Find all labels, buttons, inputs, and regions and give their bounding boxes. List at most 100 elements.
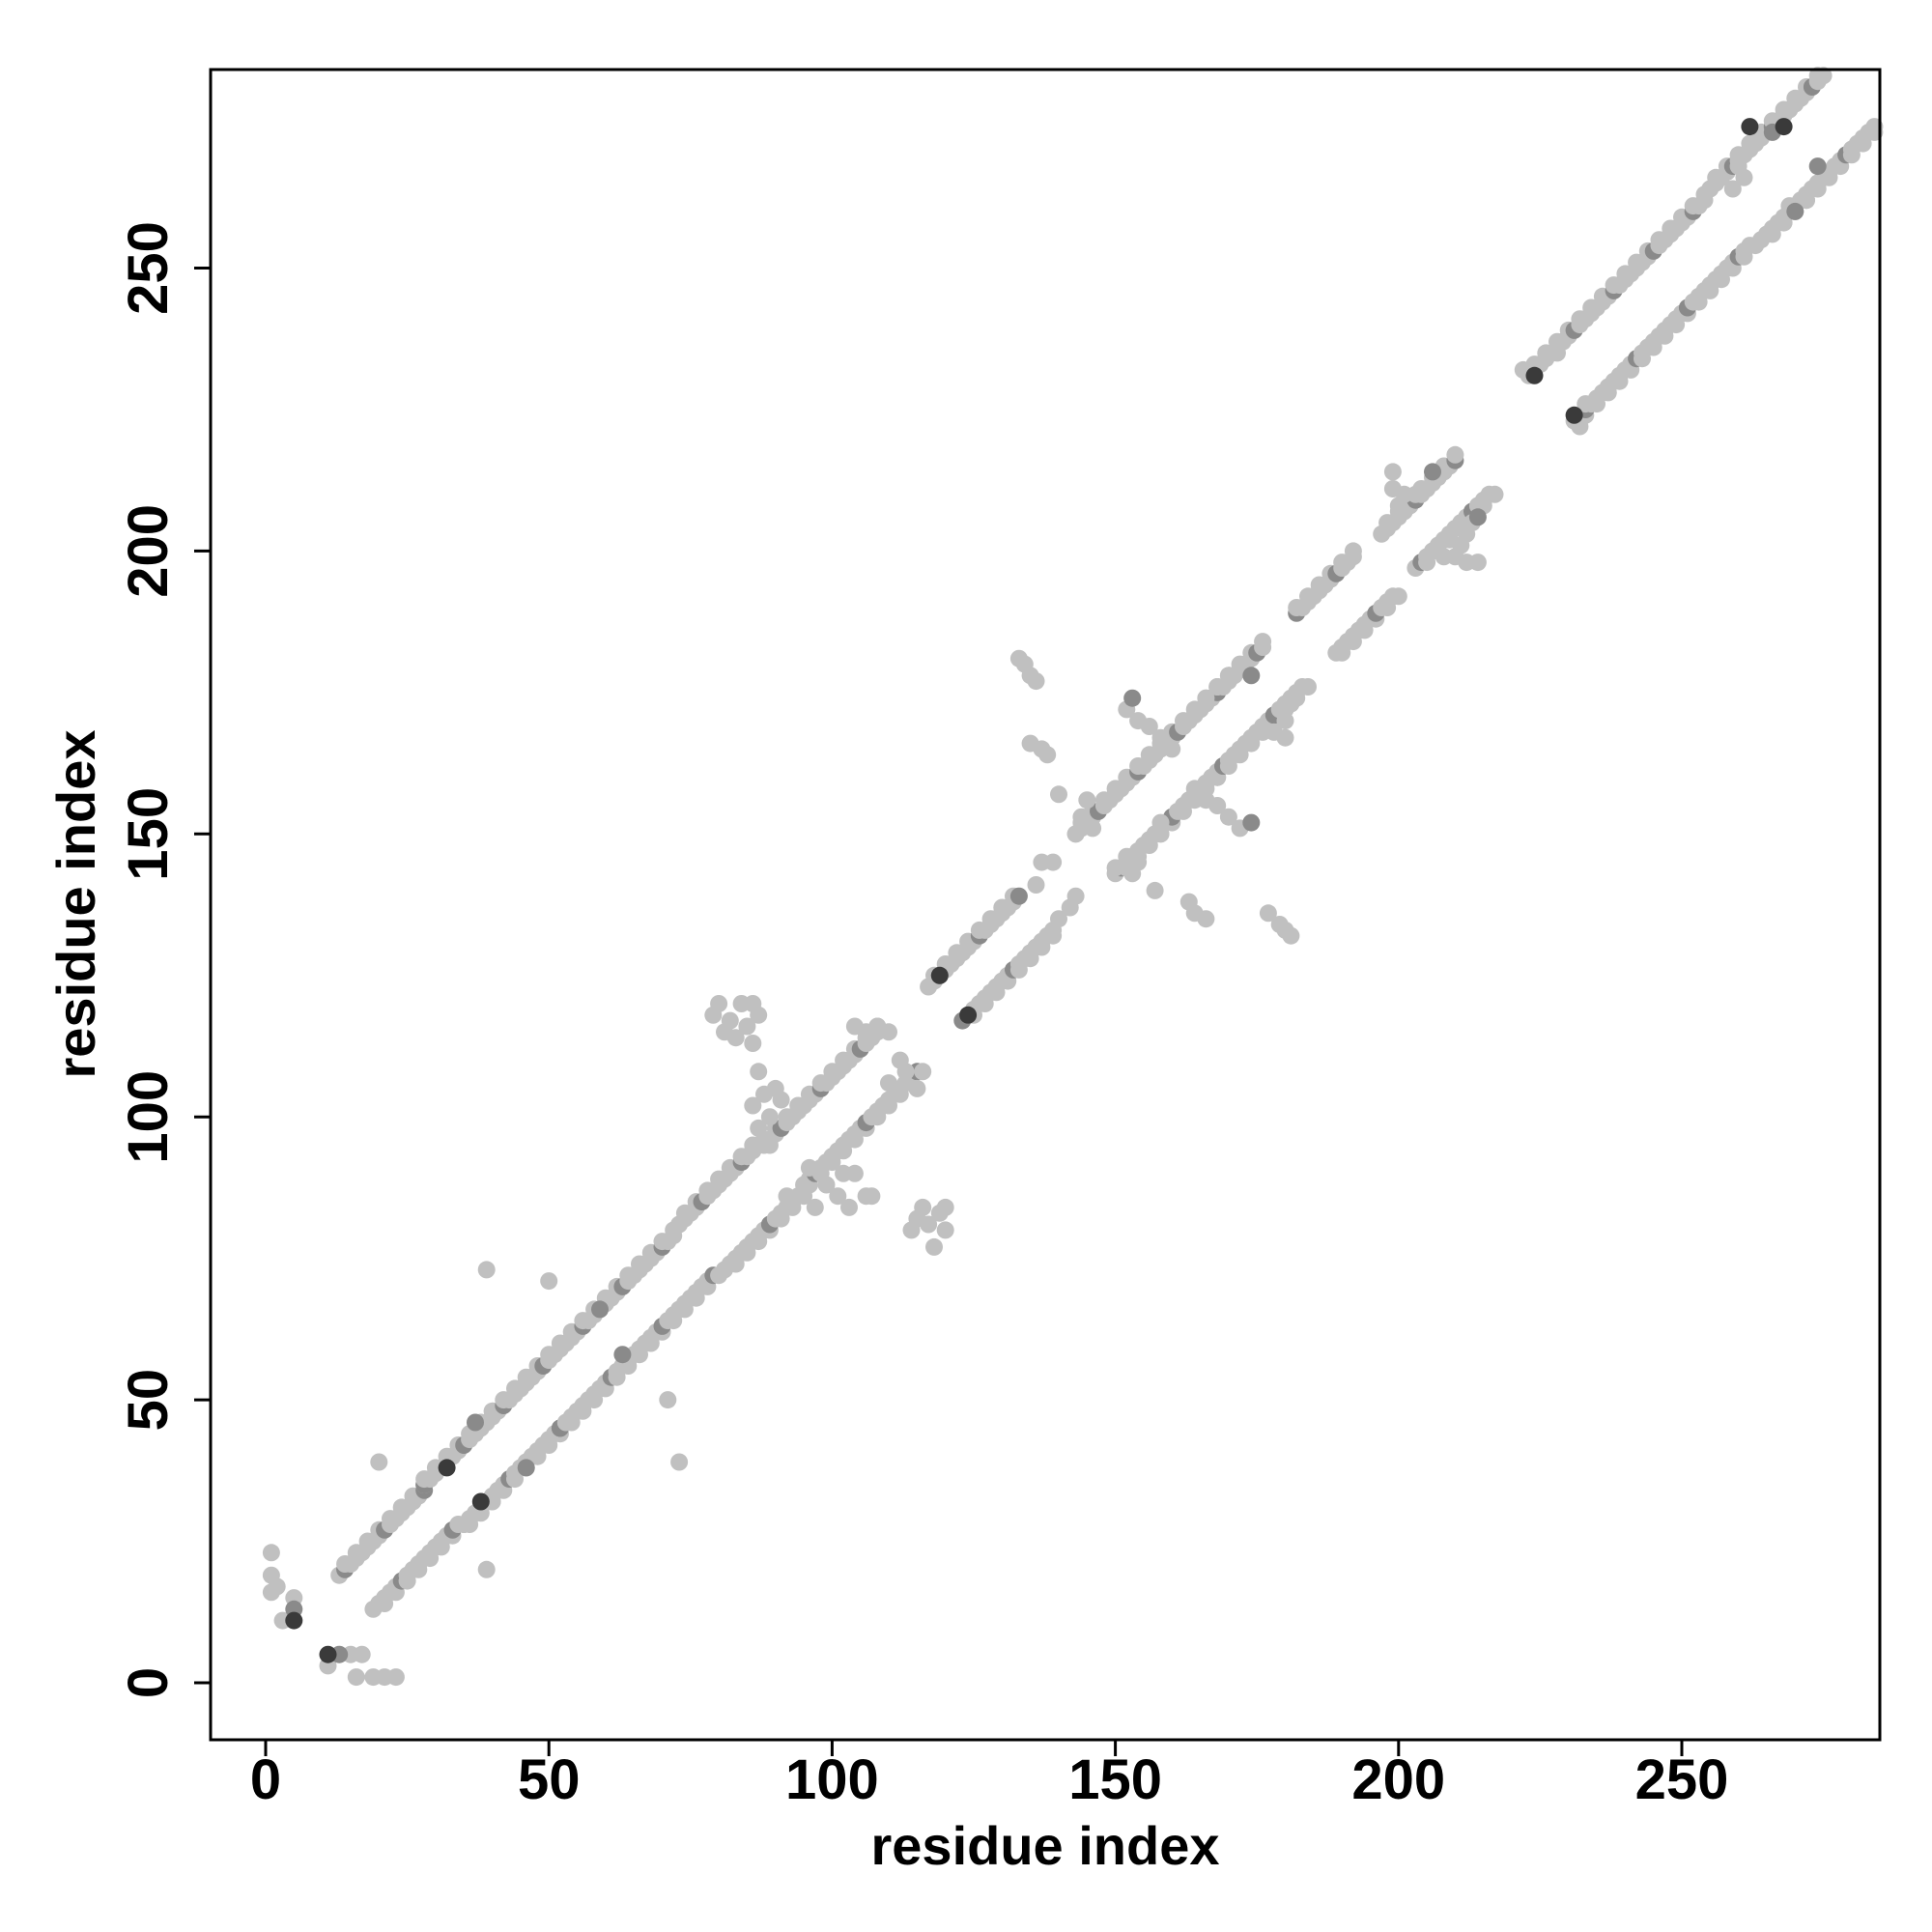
contact-point [268, 1577, 286, 1596]
contact-point [750, 1119, 768, 1137]
contact-point [347, 1668, 365, 1687]
contact-point [370, 1453, 388, 1471]
x-axis-label: residue index [870, 1815, 1219, 1876]
contact-point [750, 1063, 768, 1081]
y-tick-label: 250 [117, 221, 180, 315]
contact-point-lower [1486, 485, 1504, 503]
y-axis-label: residue index [45, 729, 106, 1078]
contact-point [817, 1176, 836, 1194]
contact-point [840, 1198, 858, 1216]
contact-point [517, 1459, 535, 1477]
y-tick-label: 0 [117, 1667, 180, 1698]
contact-point [353, 1645, 371, 1663]
contact-point-lower [1389, 587, 1407, 606]
contact-point [1106, 859, 1124, 877]
contact-point [370, 1595, 388, 1612]
contact-point [908, 1079, 926, 1097]
contact-point [1197, 689, 1215, 707]
contact-point [1424, 463, 1441, 481]
contact-point [1259, 904, 1277, 923]
x-tick-label: 50 [518, 1748, 581, 1811]
contact-point [710, 995, 728, 1012]
contact-point [1282, 695, 1300, 713]
contact-point [1072, 808, 1091, 826]
contact-point [1146, 881, 1164, 899]
contact-point [1468, 508, 1487, 526]
contact-point [738, 1017, 756, 1036]
contact-point [1565, 406, 1583, 424]
contact-point [1038, 746, 1057, 764]
x-tick-label: 200 [1351, 1748, 1445, 1811]
contact-point-upper [1814, 67, 1833, 85]
contact-point [670, 1453, 689, 1471]
contact-point [760, 1108, 779, 1126]
contact-point [1197, 910, 1215, 928]
contact-point [613, 1346, 632, 1364]
contact-point [1577, 395, 1595, 413]
contact-point [1151, 825, 1170, 843]
contact-point [908, 1209, 926, 1228]
contact-point [386, 1668, 405, 1687]
contact-point [319, 1645, 337, 1663]
contact-point [806, 1198, 824, 1216]
contact-point [1282, 926, 1300, 945]
contact-point [1775, 118, 1793, 136]
contact-point [477, 1261, 496, 1279]
contact-point [1418, 480, 1436, 497]
contact-point-upper [1254, 633, 1272, 651]
contact-point [477, 1560, 496, 1578]
contact-point [744, 995, 762, 1012]
contact-point-upper [1446, 445, 1464, 464]
y-tick-label: 150 [117, 787, 180, 881]
contact-point [1458, 554, 1476, 572]
contact-point [930, 966, 949, 984]
contact-point [880, 1074, 897, 1093]
contact-point [438, 1459, 456, 1477]
x-tick-label: 150 [1068, 1748, 1162, 1811]
contact-point [1066, 825, 1085, 843]
x-tick-label: 100 [785, 1748, 879, 1811]
contact-point [829, 1187, 847, 1206]
contact-point [863, 1187, 881, 1206]
contact-point [285, 1611, 303, 1630]
contact-point [1044, 853, 1063, 871]
y-tick-label: 50 [117, 1369, 180, 1432]
contact-point [1548, 344, 1566, 362]
contact-point [1741, 118, 1759, 136]
contact-point-upper [1009, 887, 1028, 905]
contact-point [1163, 740, 1181, 758]
contact-point [591, 1300, 609, 1319]
contact-point [936, 1221, 954, 1239]
contact-point [1276, 712, 1294, 730]
contact-point [760, 1136, 779, 1154]
contact-point-lower [1299, 678, 1317, 696]
contact-point [1383, 463, 1402, 481]
contact-point [891, 1051, 909, 1069]
contact-point [1242, 667, 1261, 685]
contact-point [936, 1198, 954, 1216]
contact-point [744, 1096, 762, 1115]
contact-point [1123, 689, 1142, 707]
contact-point [1185, 780, 1204, 798]
contact-point [1027, 876, 1045, 894]
contact-point [467, 1413, 484, 1432]
contact-point [1066, 887, 1085, 905]
contact-point [1735, 168, 1753, 186]
contact-point [1078, 791, 1096, 810]
contact-point [540, 1272, 558, 1291]
contact-point [1084, 819, 1102, 838]
contact-point [744, 1035, 762, 1052]
y-tick-label: 100 [117, 1070, 180, 1164]
contact-point [800, 1158, 818, 1177]
plot-frame [209, 68, 1882, 1742]
contact-point [1803, 180, 1821, 198]
contact-point [823, 1148, 841, 1166]
contact-point [1208, 797, 1227, 814]
contact-point [959, 1006, 978, 1024]
contact-point [1723, 180, 1742, 198]
contact-point [1786, 202, 1804, 220]
contact-point [262, 1544, 280, 1562]
contact-point [880, 1023, 897, 1041]
x-tick-label: 0 [250, 1748, 281, 1811]
